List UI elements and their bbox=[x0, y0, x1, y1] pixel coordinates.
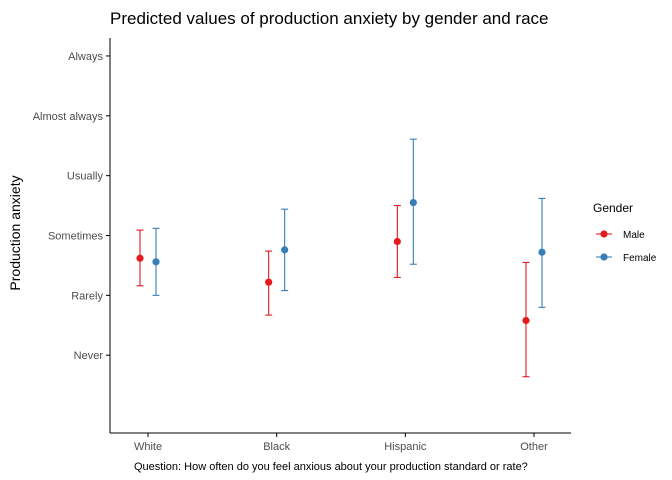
y-tick-label: Never bbox=[74, 350, 104, 362]
legend-items: Male Female bbox=[596, 230, 657, 264]
plot-marks bbox=[136, 138, 546, 378]
y-tick-label: Sometimes bbox=[48, 231, 104, 243]
x-tick-label: Black bbox=[263, 441, 290, 453]
x-axis-ticks: White Black Hispanic Other bbox=[134, 433, 548, 453]
legend-marker-female bbox=[600, 253, 608, 261]
x-tick-label: White bbox=[134, 441, 162, 453]
x-tick-label: Hispanic bbox=[384, 441, 427, 453]
data-point-female bbox=[538, 248, 546, 256]
y-axis-ticks: Never Rarely Sometimes Usually Almost always… bbox=[33, 51, 110, 362]
y-tick-label: Usually bbox=[67, 171, 104, 183]
legend-label-female: Female bbox=[623, 253, 657, 264]
data-point-female bbox=[281, 246, 289, 254]
series-female bbox=[152, 138, 546, 308]
y-tick-label: Rarely bbox=[71, 290, 103, 302]
series-male bbox=[136, 205, 530, 378]
data-point-male bbox=[393, 237, 401, 246]
legend-marker-male bbox=[600, 230, 608, 238]
legend-item-male: Male bbox=[596, 230, 645, 241]
data-point-male bbox=[522, 316, 530, 325]
x-axis-caption: Question: How often do you feel anxious … bbox=[134, 461, 528, 473]
y-tick-label: Almost always bbox=[33, 111, 104, 123]
legend: Gender Male Female bbox=[593, 201, 657, 264]
legend-title: Gender bbox=[593, 201, 633, 215]
data-point-male bbox=[265, 278, 273, 286]
legend-item-female: Female bbox=[596, 253, 657, 264]
x-tick-label: Other bbox=[520, 441, 548, 453]
legend-label-male: Male bbox=[623, 230, 645, 241]
y-tick-label: Always bbox=[68, 51, 103, 63]
data-point-female bbox=[409, 198, 417, 207]
data-point-female bbox=[152, 258, 160, 266]
chart-title: Predicted values of production anxiety b… bbox=[110, 9, 549, 28]
data-point-male bbox=[136, 254, 144, 262]
y-axis-title: Production anxiety bbox=[7, 175, 23, 290]
